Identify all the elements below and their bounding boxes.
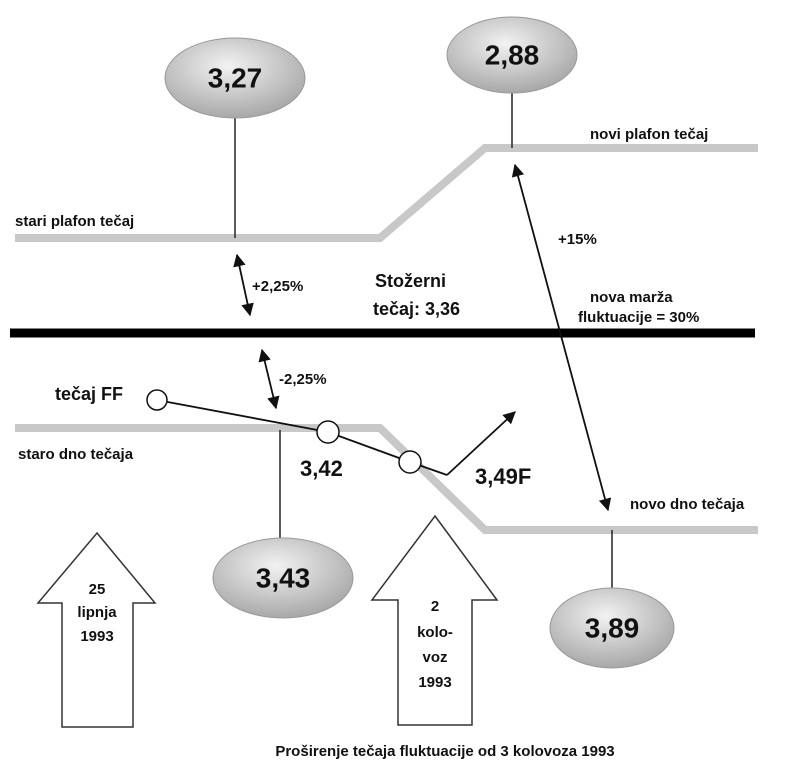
ceiling-band xyxy=(15,144,758,242)
date-text: 25 xyxy=(89,581,106,598)
ff-point xyxy=(316,420,340,444)
bubble-label: 3,89 xyxy=(585,612,640,643)
margin-label: -2,25% xyxy=(279,371,327,388)
date-text: 1993 xyxy=(80,628,113,645)
ff-value: 3,49F xyxy=(475,464,531,489)
bubble-label: 3,43 xyxy=(256,562,311,593)
central-rate: Stožerni xyxy=(375,271,446,291)
margin-label: +2,25% xyxy=(252,278,303,295)
bubble xyxy=(212,537,354,619)
margin-label: +15% xyxy=(558,231,597,248)
ff-label: tečaj FF xyxy=(55,384,123,404)
date-text: 2 xyxy=(431,598,439,615)
new-margin: nova marža xyxy=(590,289,673,306)
floor-band xyxy=(15,424,758,534)
date-text: voz xyxy=(422,649,447,666)
band-label: stari plafon tečaj xyxy=(15,213,134,230)
bubble xyxy=(164,37,306,119)
ff-arrow xyxy=(446,411,516,476)
bubble-label: 2,88 xyxy=(485,39,540,70)
margin-arrows xyxy=(233,163,612,512)
band-label: novo dno tečaja xyxy=(630,496,745,513)
new-margin: fluktuacije = 30% xyxy=(578,309,699,326)
ff-point xyxy=(398,450,422,474)
band-label: staro dno tečaja xyxy=(18,446,134,463)
ff-path xyxy=(156,399,448,476)
date-arrow xyxy=(36,531,157,728)
date-arrow xyxy=(370,514,499,726)
date-text: kolo- xyxy=(417,624,453,641)
date-text: 1993 xyxy=(418,674,451,691)
central-rate: tečaj: 3,36 xyxy=(373,299,460,319)
date-text: lipnja xyxy=(77,604,117,621)
stems xyxy=(234,93,613,590)
bubble xyxy=(549,587,675,669)
ff-point xyxy=(146,389,168,411)
bubble xyxy=(446,16,578,94)
caption: Proširenje tečaja fluktuacije od 3 kolov… xyxy=(275,743,614,760)
bubble-label: 3,27 xyxy=(208,62,263,93)
ff-value: 3,42 xyxy=(300,456,343,481)
band-label: novi plafon tečaj xyxy=(590,126,708,143)
